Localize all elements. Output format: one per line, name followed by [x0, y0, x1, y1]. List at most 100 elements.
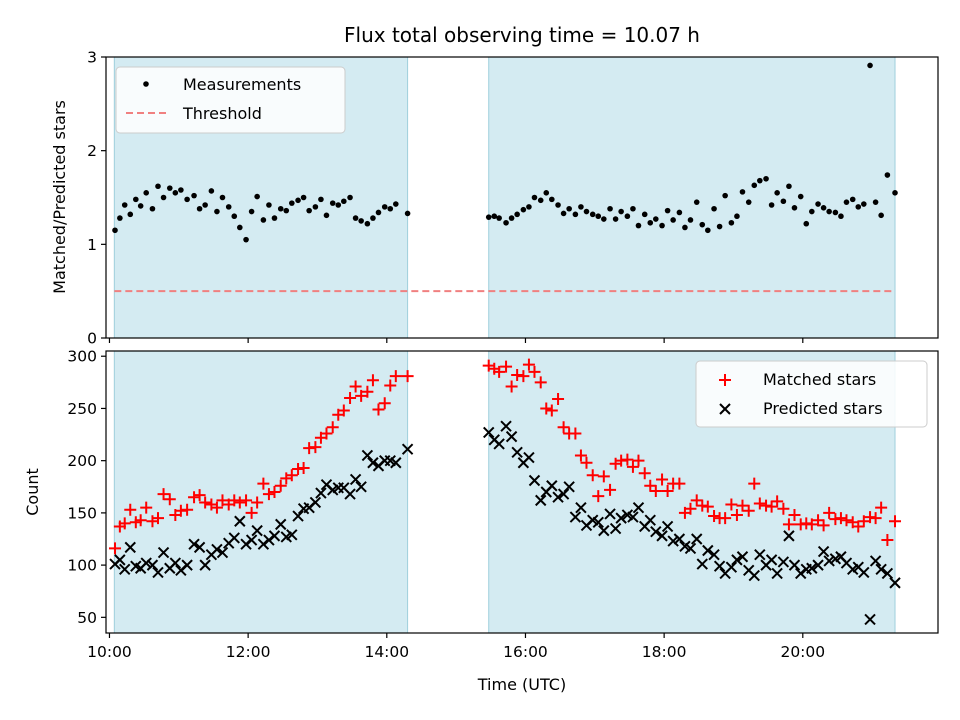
measurement-point — [166, 185, 173, 191]
predicted-stars-point — [124, 541, 136, 554]
measurement-point — [318, 196, 324, 203]
predicted-stars-point — [661, 520, 674, 533]
predicted-stars-point — [355, 481, 367, 493]
measurement-point — [780, 198, 787, 205]
matched-stars-point — [621, 453, 634, 466]
x-tick-label: 10:00 — [87, 643, 132, 661]
predicted-stars-point — [650, 525, 662, 538]
predicted-stars-point — [632, 501, 645, 514]
measurement-point — [537, 197, 544, 204]
matched-stars-point — [823, 506, 836, 519]
matched-stars-point — [174, 504, 187, 517]
predicted-stars-point — [119, 563, 131, 575]
matched-stars-point — [534, 376, 547, 389]
measurement-point — [133, 196, 139, 203]
measurement-point — [295, 197, 301, 204]
measurement-point — [555, 202, 561, 208]
predicted-stars-point — [493, 438, 505, 450]
measurement-point — [112, 227, 118, 234]
measurement-point — [341, 198, 347, 205]
matched-stars-point — [372, 403, 385, 416]
measurement-point — [630, 205, 636, 212]
predicted-stars-point — [858, 566, 870, 579]
measurement-point — [751, 182, 758, 189]
measurement-point — [832, 209, 839, 216]
predicted-stars-point — [569, 511, 582, 523]
matched-stars-point — [765, 500, 778, 513]
matched-stars-point — [580, 456, 593, 469]
legend-measurements-label: Measurements — [183, 75, 301, 94]
measurement-point — [699, 221, 706, 228]
matched-stars-point — [199, 496, 212, 509]
matched-stars-point — [701, 500, 714, 513]
matched-stars-point — [124, 503, 137, 516]
measurement-point — [358, 218, 364, 224]
measurement-point — [815, 201, 821, 207]
matched-stars-point — [673, 477, 686, 490]
matched-stars-point — [730, 508, 743, 521]
top-x-ticks — [108, 338, 804, 343]
measurement-point — [214, 208, 220, 215]
measurement-point — [496, 215, 502, 221]
predicted-stars-points — [109, 420, 901, 626]
predicted-stars-point — [211, 543, 223, 556]
matched-stars-point — [782, 518, 795, 531]
predicted-stars-point — [823, 555, 835, 567]
matched-stars-point — [742, 504, 755, 517]
matched-stars-point — [812, 514, 825, 527]
measurement-point — [647, 219, 654, 226]
matched-stars-point — [378, 397, 391, 410]
matched-stars-point — [240, 494, 253, 507]
predicted-stars-point — [367, 457, 379, 469]
top-legend: Measurements Threshold — [115, 66, 346, 134]
measurement-point — [117, 215, 123, 221]
chart-title: Flux total observing time = 10.07 h — [344, 23, 700, 47]
bottom-y-tick-label: 250 — [67, 400, 97, 418]
top-y-ticks: 0 1 2 3 — [87, 49, 106, 348]
matched-stars-point — [134, 514, 147, 527]
measurement-point — [526, 204, 532, 210]
predicted-stars-point — [812, 559, 824, 571]
measurement-point — [786, 183, 792, 190]
bottom-y-tick-label: 100 — [67, 557, 97, 575]
matched-stars-point — [274, 479, 287, 492]
bottom-legend: Matched stars Predicted stars — [695, 360, 928, 428]
measurement-point — [763, 175, 769, 182]
predicted-stars-point — [349, 473, 362, 486]
measurement-point — [739, 189, 746, 195]
matched-stars-point — [528, 365, 541, 378]
x-tick-label: 20:00 — [780, 643, 825, 661]
bottom-y-tick-label: 300 — [67, 348, 97, 366]
measurement-point — [266, 202, 272, 208]
measurement-point — [716, 223, 723, 230]
matched-stars-point — [661, 484, 674, 497]
predicted-stars-point — [234, 515, 246, 527]
matched-stars-point — [262, 488, 275, 501]
predicted-stars-point — [656, 530, 668, 542]
predicted-stars-point — [817, 545, 830, 558]
x-tick-label: 18:00 — [642, 643, 687, 661]
measurement-point — [641, 211, 648, 218]
predicted-stars-point — [713, 560, 726, 572]
measurement-point — [160, 194, 167, 201]
matched-stars-point — [309, 441, 322, 454]
matched-stars-point — [163, 493, 176, 506]
matched-stars-point — [696, 499, 709, 512]
measurement-point — [231, 213, 238, 220]
matched-stars-point — [384, 379, 397, 392]
matched-stars-point — [500, 360, 513, 373]
predicted-stars-point — [251, 524, 263, 537]
matched-stars-point — [389, 370, 402, 383]
measurement-point — [734, 213, 740, 220]
measurement-point — [191, 192, 197, 199]
measurement-point — [612, 216, 619, 222]
matched-stars-point — [188, 491, 201, 504]
top-shaded-interval — [488, 56, 896, 339]
predicted-stars-point — [292, 510, 304, 522]
top-y-tick-label: 3 — [87, 49, 97, 67]
measurement-point — [607, 205, 613, 212]
measurement-point — [664, 207, 671, 214]
measurement-point — [335, 202, 342, 208]
measurement-point — [543, 190, 550, 196]
